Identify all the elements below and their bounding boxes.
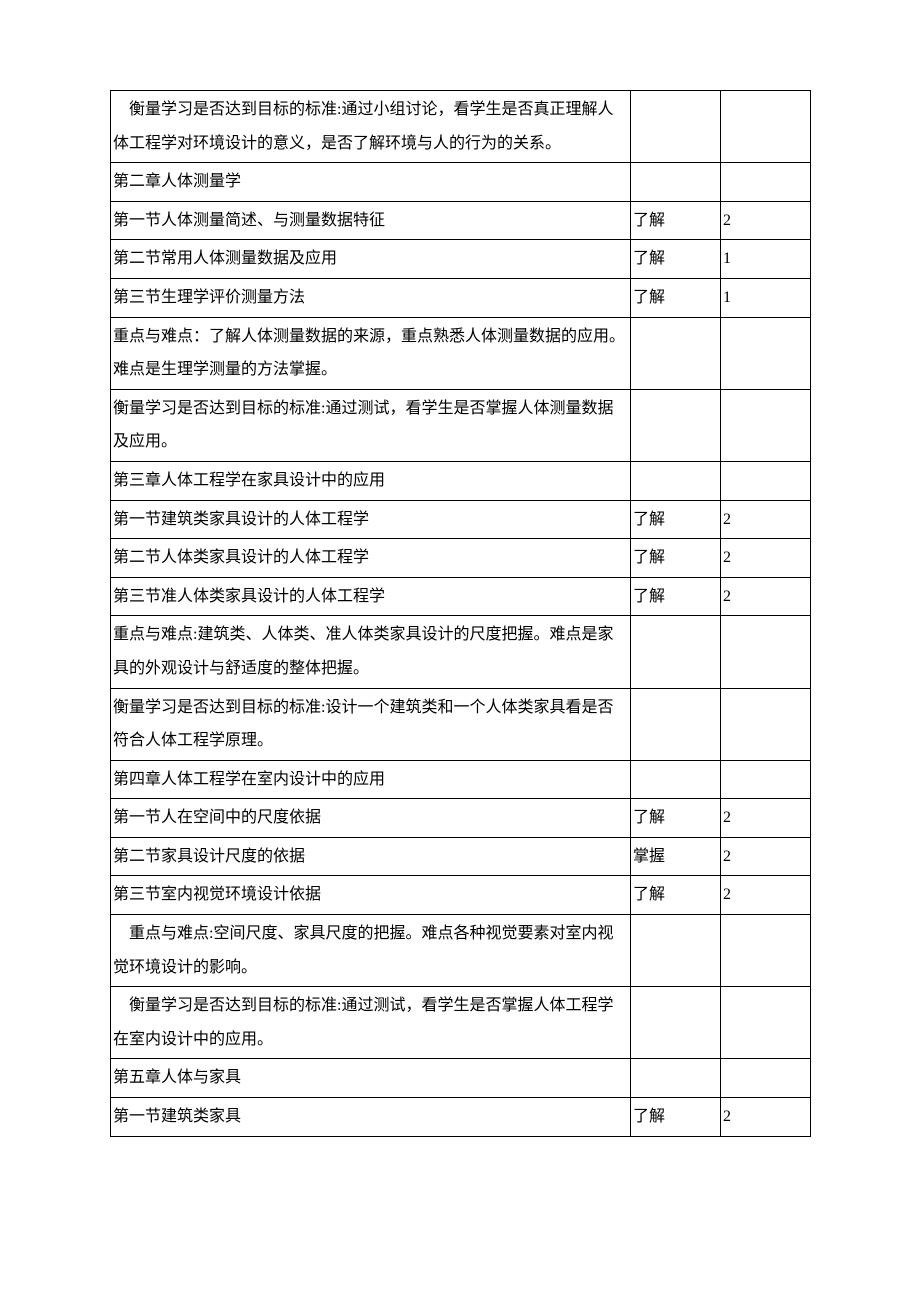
cell-level: 了解 [631, 539, 721, 578]
cell-hours: 2 [721, 876, 811, 915]
cell-level [631, 91, 721, 163]
table-row: 第一节人体测量简述、与测量数据特征 了解 2 [111, 201, 811, 240]
cell-hours: 1 [721, 278, 811, 317]
cell-level [631, 163, 721, 202]
table-row: 第三节准人体类家具设计的人体工程学 了解 2 [111, 577, 811, 616]
cell-level [631, 389, 721, 461]
cell-level: 掌握 [631, 837, 721, 876]
cell-level [631, 461, 721, 500]
cell-content: 第二节家具设计尺度的依据 [111, 837, 631, 876]
cell-level [631, 1059, 721, 1098]
table-row: 第一节人在空间中的尺度依据 了解 2 [111, 799, 811, 838]
table-row: 衡量学习是否达到目标的标准:通过小组讨论，看学生是否真正理解人体工程学对环境设计… [111, 91, 811, 163]
document-page: 衡量学习是否达到目标的标准:通过小组讨论，看学生是否真正理解人体工程学对环境设计… [0, 0, 920, 1197]
cell-level: 了解 [631, 201, 721, 240]
table-row: 第一节建筑类家具 了解 2 [111, 1098, 811, 1137]
cell-content: 第二节常用人体测量数据及应用 [111, 240, 631, 279]
cell-content: 第四章人体工程学在室内设计中的应用 [111, 760, 631, 799]
cell-level [631, 987, 721, 1059]
cell-content: 第一节人在空间中的尺度依据 [111, 799, 631, 838]
cell-hours [721, 688, 811, 760]
table-row: 第三章人体工程学在家具设计中的应用 [111, 461, 811, 500]
cell-content: 第三节室内视觉环境设计依据 [111, 876, 631, 915]
cell-hours: 2 [721, 539, 811, 578]
cell-content: 第一节建筑类家具 [111, 1098, 631, 1137]
cell-hours [721, 91, 811, 163]
table-row: 第三节生理学评价测量方法 了解 1 [111, 278, 811, 317]
table-row: 第五章人体与家具 [111, 1059, 811, 1098]
cell-content: 衡量学习是否达到目标的标准:通过测试，看学生是否掌握人体工程学在室内设计中的应用… [111, 987, 631, 1059]
cell-hours [721, 1059, 811, 1098]
cell-level: 了解 [631, 240, 721, 279]
cell-hours: 2 [721, 201, 811, 240]
table-row: 第二节人体类家具设计的人体工程学 了解 2 [111, 539, 811, 578]
cell-hours [721, 760, 811, 799]
cell-level [631, 317, 721, 389]
table-row: 衡量学习是否达到目标的标准:设计一个建筑类和一个人体类家具看是否符合人体工程学原… [111, 688, 811, 760]
table-row: 衡量学习是否达到目标的标准:通过测试，看学生是否掌握人体测量数据及应用。 [111, 389, 811, 461]
cell-hours [721, 987, 811, 1059]
cell-hours: 2 [721, 500, 811, 539]
cell-content: 重点与难点:建筑类、人体类、准人体类家具设计的尺度把握。难点是家具的外观设计与舒… [111, 616, 631, 688]
table-row: 第二节常用人体测量数据及应用 了解 1 [111, 240, 811, 279]
cell-content: 衡量学习是否达到目标的标准:通过小组讨论，看学生是否真正理解人体工程学对环境设计… [111, 91, 631, 163]
cell-hours: 2 [721, 1098, 811, 1137]
table-row: 第四章人体工程学在室内设计中的应用 [111, 760, 811, 799]
cell-content: 衡量学习是否达到目标的标准:设计一个建筑类和一个人体类家具看是否符合人体工程学原… [111, 688, 631, 760]
table-row: 重点与难点：了解人体测量数据的来源，重点熟悉人体测量数据的应用。难点是生理学测量… [111, 317, 811, 389]
cell-hours [721, 163, 811, 202]
cell-hours [721, 389, 811, 461]
cell-hours [721, 317, 811, 389]
cell-content: 衡量学习是否达到目标的标准:通过测试，看学生是否掌握人体测量数据及应用。 [111, 389, 631, 461]
cell-hours: 2 [721, 577, 811, 616]
cell-content: 第五章人体与家具 [111, 1059, 631, 1098]
cell-level: 了解 [631, 876, 721, 915]
cell-hours: 2 [721, 799, 811, 838]
cell-level [631, 915, 721, 987]
cell-hours [721, 461, 811, 500]
syllabus-table: 衡量学习是否达到目标的标准:通过小组讨论，看学生是否真正理解人体工程学对环境设计… [110, 90, 811, 1137]
cell-content: 第一节人体测量简述、与测量数据特征 [111, 201, 631, 240]
cell-content: 第一节建筑类家具设计的人体工程学 [111, 500, 631, 539]
cell-hours: 2 [721, 837, 811, 876]
cell-level [631, 616, 721, 688]
table-row: 重点与难点:空间尺度、家具尺度的把握。难点各种视觉要素对室内视觉环境设计的影响。 [111, 915, 811, 987]
cell-level: 了解 [631, 577, 721, 616]
table-row: 第三节室内视觉环境设计依据 了解 2 [111, 876, 811, 915]
cell-level: 了解 [631, 1098, 721, 1137]
cell-content: 第二节人体类家具设计的人体工程学 [111, 539, 631, 578]
cell-content: 第三节准人体类家具设计的人体工程学 [111, 577, 631, 616]
cell-content: 第三章人体工程学在家具设计中的应用 [111, 461, 631, 500]
cell-hours: 1 [721, 240, 811, 279]
cell-level [631, 760, 721, 799]
cell-hours [721, 915, 811, 987]
cell-level: 了解 [631, 278, 721, 317]
table-row: 衡量学习是否达到目标的标准:通过测试，看学生是否掌握人体工程学在室内设计中的应用… [111, 987, 811, 1059]
cell-content: 重点与难点：了解人体测量数据的来源，重点熟悉人体测量数据的应用。难点是生理学测量… [111, 317, 631, 389]
cell-content: 第二章人体测量学 [111, 163, 631, 202]
cell-hours [721, 616, 811, 688]
cell-level: 了解 [631, 500, 721, 539]
cell-level: 了解 [631, 799, 721, 838]
cell-content: 第三节生理学评价测量方法 [111, 278, 631, 317]
table-row: 重点与难点:建筑类、人体类、准人体类家具设计的尺度把握。难点是家具的外观设计与舒… [111, 616, 811, 688]
cell-content: 重点与难点:空间尺度、家具尺度的把握。难点各种视觉要素对室内视觉环境设计的影响。 [111, 915, 631, 987]
table-body: 衡量学习是否达到目标的标准:通过小组讨论，看学生是否真正理解人体工程学对环境设计… [111, 91, 811, 1137]
cell-level [631, 688, 721, 760]
table-row: 第一节建筑类家具设计的人体工程学 了解 2 [111, 500, 811, 539]
table-row: 第二章人体测量学 [111, 163, 811, 202]
table-row: 第二节家具设计尺度的依据 掌握 2 [111, 837, 811, 876]
